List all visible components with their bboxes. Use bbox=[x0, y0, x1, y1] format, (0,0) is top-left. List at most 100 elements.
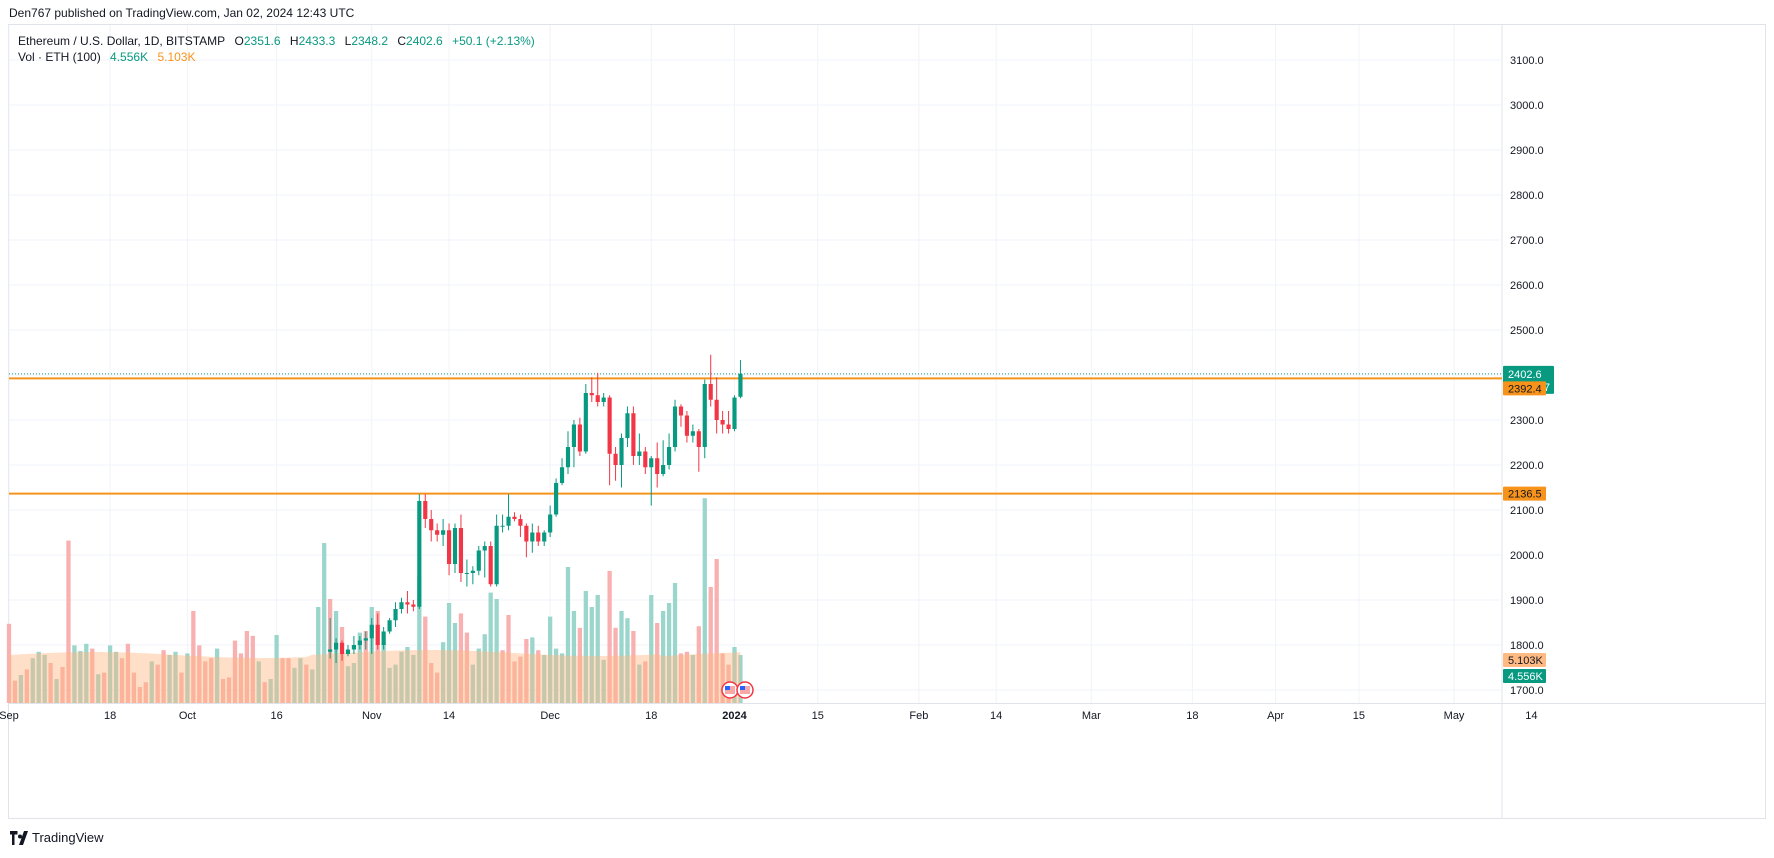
volume-bar bbox=[149, 661, 154, 703]
candle bbox=[446, 523, 452, 576]
price-tick-label: 2900.0 bbox=[1510, 145, 1544, 157]
candle bbox=[393, 602, 398, 627]
volume-bar bbox=[595, 595, 600, 703]
candle-body bbox=[661, 465, 666, 474]
volume-bar bbox=[732, 647, 737, 703]
volume-bar bbox=[548, 616, 553, 703]
candle bbox=[601, 393, 606, 407]
candle bbox=[565, 431, 571, 474]
candle-body bbox=[399, 602, 404, 609]
candle-body bbox=[464, 573, 469, 574]
volume-bar bbox=[203, 661, 208, 703]
candle-body bbox=[655, 458, 660, 474]
volume-bar bbox=[375, 611, 380, 703]
candle-body bbox=[554, 483, 559, 515]
volume-bar bbox=[66, 540, 71, 703]
tradingview-brand[interactable]: TradingView bbox=[10, 830, 104, 845]
volume-bar bbox=[500, 650, 505, 703]
high-label: H bbox=[289, 34, 299, 48]
flag-canton bbox=[740, 686, 745, 690]
open-value: 2351.6 bbox=[243, 34, 281, 48]
volume-bar bbox=[78, 651, 83, 703]
volume-bar bbox=[72, 645, 77, 703]
time-axis[interactable]: Sep 18 Oct 16 Nov 14 Dec 18 2024 15 Feb 14 Mar 18 Apr 1… bbox=[0, 710, 1537, 722]
candle bbox=[506, 494, 511, 531]
candle bbox=[696, 429, 701, 472]
candle bbox=[548, 505, 553, 537]
volume-bar bbox=[36, 651, 41, 703]
candle-body bbox=[369, 624, 374, 639]
level-price-label: 2392.4 bbox=[1503, 381, 1546, 396]
volume-bar bbox=[322, 543, 327, 703]
candle bbox=[494, 514, 499, 587]
candle-body bbox=[637, 451, 642, 456]
candle bbox=[631, 406, 636, 465]
candle bbox=[381, 627, 386, 650]
time-tick-label: Dec bbox=[540, 710, 560, 722]
volume-bar bbox=[274, 635, 279, 703]
volume-bar bbox=[631, 631, 636, 703]
candle bbox=[607, 395, 612, 486]
candle bbox=[708, 354, 713, 407]
us-flag-event-icon bbox=[721, 681, 739, 699]
volume-bar bbox=[607, 571, 612, 703]
volume-bar bbox=[256, 661, 261, 703]
volume-bar bbox=[405, 647, 410, 703]
candle bbox=[518, 514, 523, 537]
economic-events[interactable] bbox=[721, 681, 754, 699]
volume-bar bbox=[119, 658, 125, 703]
volume-ma-label-text: 5.103K bbox=[1508, 655, 1544, 667]
time-tick-label: Sep bbox=[0, 710, 19, 722]
candle bbox=[536, 525, 541, 546]
candle-body bbox=[649, 458, 654, 468]
volume-bar bbox=[48, 663, 53, 703]
candle-body bbox=[696, 431, 701, 447]
candle-body bbox=[607, 397, 612, 454]
volume-bar bbox=[696, 626, 701, 703]
candle bbox=[357, 636, 362, 650]
time-tick-label: 15 bbox=[1353, 710, 1365, 722]
candle bbox=[476, 546, 481, 576]
symbol-description[interactable]: Ethereum / U.S. Dollar, 1D, BITSTAMP bbox=[18, 34, 226, 48]
candle bbox=[339, 640, 345, 661]
candle-body bbox=[328, 649, 333, 652]
ohlc-row: Ethereum / U.S. Dollar, 1D, BITSTAMP O23… bbox=[18, 33, 535, 49]
candle-body bbox=[441, 530, 446, 535]
volume-bar bbox=[286, 658, 291, 703]
volume-ma-fill bbox=[9, 650, 741, 703]
volume-bar bbox=[613, 627, 618, 703]
volume-indicator-label[interactable]: Vol · ETH (100) bbox=[18, 50, 101, 64]
volume-bar bbox=[131, 672, 137, 703]
candle-body bbox=[339, 642, 345, 654]
volume-bar bbox=[209, 658, 214, 703]
time-tick-label: Nov bbox=[362, 710, 382, 722]
candle-body bbox=[589, 393, 594, 396]
volume-bar bbox=[655, 623, 660, 703]
volume-bar bbox=[672, 583, 678, 703]
volume-bar bbox=[625, 618, 630, 703]
volume-bar bbox=[214, 648, 220, 703]
volume-label-text: 4.556K bbox=[1508, 671, 1544, 683]
close-value: 2402.6 bbox=[406, 34, 443, 48]
volume-bar bbox=[310, 669, 315, 703]
candle-body bbox=[548, 514, 553, 533]
volume-bar bbox=[197, 645, 202, 703]
candle-body bbox=[732, 397, 737, 429]
horizontal-levels[interactable] bbox=[9, 373, 1502, 495]
close-label: C bbox=[397, 34, 407, 48]
candle bbox=[559, 458, 565, 486]
candle bbox=[702, 379, 707, 459]
volume-bar bbox=[559, 653, 565, 703]
volume-bar bbox=[12, 680, 18, 703]
time-tick-label: Mar bbox=[1082, 710, 1101, 722]
low-value: 2348.2 bbox=[351, 34, 389, 48]
price-tick-label: 2600.0 bbox=[1510, 280, 1544, 292]
price-tick-label: 1900.0 bbox=[1510, 595, 1544, 607]
volume-bar bbox=[399, 651, 404, 703]
candle-body bbox=[631, 413, 636, 456]
volume-bar bbox=[107, 645, 113, 703]
candle-body bbox=[726, 424, 731, 429]
candle-body bbox=[667, 447, 672, 465]
price-tick-label: 2700.0 bbox=[1510, 235, 1544, 247]
